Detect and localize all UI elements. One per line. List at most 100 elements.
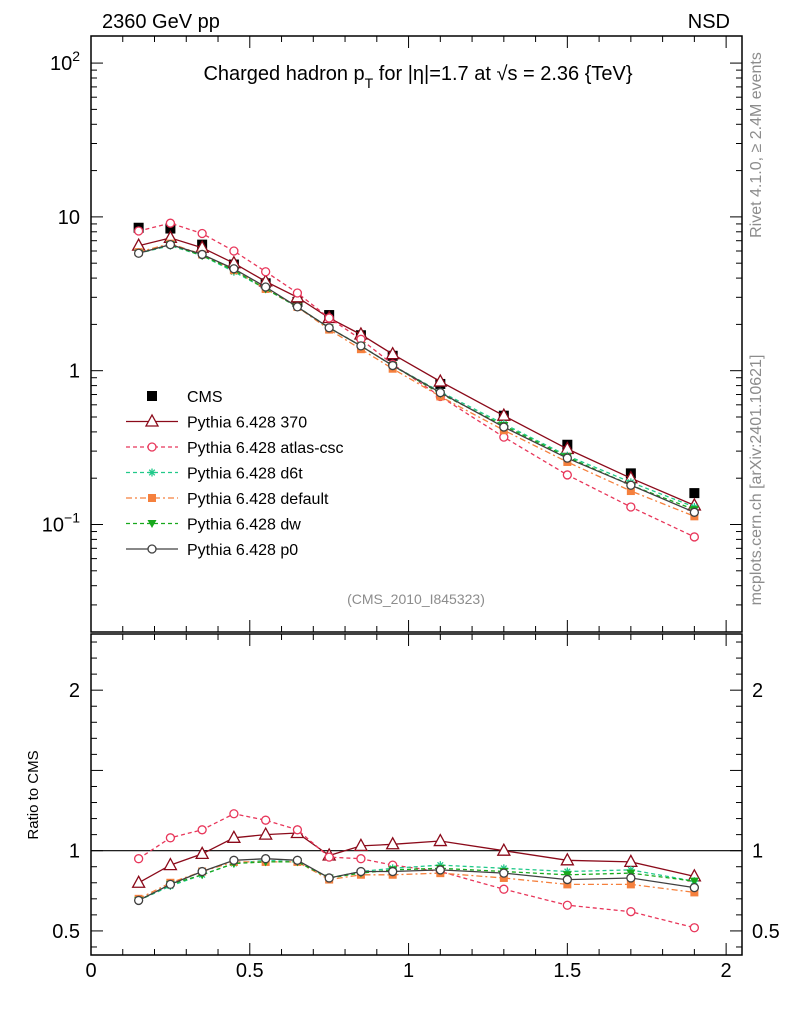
legend-marker-default (148, 494, 156, 502)
main-point-atlas (499, 432, 509, 442)
ratio-series-d6t (134, 856, 699, 905)
ratio-y-tick-label-right: 0.5 (752, 921, 780, 943)
x-tick-label: 1.5 (553, 960, 581, 982)
legend-entry-p370: Pythia 6.428 370 (126, 413, 307, 432)
legend-marker-atlas (147, 442, 157, 452)
main-plot-frame (90, 35, 743, 633)
ratio-series-default (134, 857, 699, 903)
ratio-point-p0 (324, 873, 334, 883)
main-point-p0 (197, 249, 207, 260)
legend: CMS Pythia 6.428 370 Pythia 6.428 atlas-cs… (126, 389, 344, 559)
ratio-point-atlas (197, 825, 207, 835)
ratio-point-atlas (499, 884, 509, 894)
ratio-axis-ticks: 2 21 10.5 0.50 0.5 1 1.5 2 (52, 634, 780, 982)
main-point-atlas (165, 218, 176, 228)
ratio-point-atlas (324, 852, 334, 862)
ratio-y-tick-label-left: 2 (69, 680, 80, 702)
main-point-atlas (229, 246, 239, 256)
x-tick-label: 1 (403, 960, 414, 982)
main-series-p0 (133, 239, 700, 517)
ratio-line-dw (138, 861, 695, 901)
ratio-y-tick-label-right: 1 (752, 841, 763, 863)
main-point-atlas (133, 226, 144, 236)
main-point-default (626, 487, 635, 496)
ratio-y-axis-label: Ratio to CMS (25, 750, 42, 839)
legend-entry-atlas: Pythia 6.428 atlas-csc (126, 440, 344, 457)
ratio-point-p370 (163, 857, 178, 871)
ratio-point-atlas (562, 900, 572, 910)
x-tick-label: 2 (721, 960, 732, 982)
main-point-p0 (689, 507, 700, 517)
legend-entry-d6t: Pythia 6.428 d6t (126, 466, 303, 483)
main-point-p0 (324, 323, 334, 333)
ratio-series-p0 (133, 854, 700, 906)
main-axis-ticks: 102 10 1 10−1 (42, 36, 742, 633)
legend-marker-p0 (147, 544, 157, 554)
analysis-id: (CMS_2010_I845323) (347, 591, 485, 607)
ratio-point-p370 (353, 838, 369, 852)
ratio-point-p370 (623, 854, 638, 868)
ratio-point-default (499, 873, 508, 882)
ratio-point-p0 (435, 865, 445, 875)
ratio-y-tick-label-left: 1 (69, 841, 80, 863)
ratio-line-p0 (138, 858, 695, 901)
main-series-layer (131, 218, 702, 542)
main-point-p0 (292, 302, 303, 312)
ratio-point-p370 (131, 874, 146, 888)
ratio-point-p370 (496, 842, 511, 856)
ratio-y-tick-label-right: 2 (752, 680, 763, 702)
ratio-point-p0 (689, 882, 700, 893)
main-line-atlas (138, 222, 695, 538)
main-point-atlas (689, 532, 700, 542)
main-point-p0 (165, 239, 176, 250)
ratio-point-default (690, 888, 699, 897)
main-point-p0 (562, 453, 572, 463)
main-y-tick-exponent: 2 (72, 48, 80, 64)
main-point-p0 (133, 248, 144, 258)
main-y-tick-exponent: −1 (64, 509, 80, 525)
ratio-series-layer (131, 809, 702, 933)
ratio-point-dw (689, 877, 699, 886)
main-point-p0 (626, 480, 636, 490)
ratio-point-default (626, 880, 635, 889)
legend-label-cms: CMS (187, 389, 223, 406)
main-point-atlas (292, 288, 303, 298)
plot-title: Charged hadron pT for |η|=1.7 at √s = 2.… (203, 63, 632, 91)
legend-label-d6t: Pythia 6.428 d6t (187, 466, 303, 483)
main-point-p0 (435, 387, 445, 398)
ratio-point-atlas (229, 809, 239, 819)
ratio-line-default (138, 861, 695, 900)
ratio-plot-frame (90, 633, 743, 956)
legend-entry-default: Pythia 6.428 default (126, 491, 329, 508)
ratio-point-atlas (356, 854, 366, 864)
legend-label-dw: Pythia 6.428 dw (187, 517, 301, 534)
main-point-cms (689, 488, 700, 499)
ratio-point-p370 (226, 829, 241, 843)
title-rest: for |η|=1.7 at √s = 2.36 {TeV} (373, 63, 633, 85)
ratio-point-p370 (195, 846, 210, 860)
ratio-point-p0 (388, 866, 398, 877)
ratio-point-p0 (261, 854, 271, 864)
legend-entry-cms: CMS (147, 389, 223, 406)
legend-marker-dw (147, 520, 157, 528)
legend-entry-dw: Pythia 6.428 dw (126, 517, 301, 534)
ratio-point-p0 (562, 874, 572, 885)
main-point-atlas (626, 502, 636, 512)
x-tick-label: 0 (85, 960, 96, 982)
ratio-point-p370 (385, 836, 400, 850)
ratio-point-atlas (292, 825, 303, 835)
ratio-point-atlas (626, 907, 636, 917)
x-tick-label: 0.5 (236, 960, 264, 982)
main-point-atlas (324, 313, 334, 323)
main-y-tick-label: 10−1 (42, 509, 80, 536)
title-subscript: T (365, 75, 374, 91)
main-point-cms (165, 223, 176, 234)
main-point-p370 (433, 373, 448, 387)
ratio-point-atlas (689, 923, 700, 933)
ratio-point-atlas (165, 833, 176, 843)
ratio-point-atlas (261, 815, 271, 825)
ratio-y-tick-label-left: 0.5 (52, 921, 80, 943)
ratio-point-atlas (133, 854, 144, 864)
main-point-atlas (562, 470, 572, 480)
